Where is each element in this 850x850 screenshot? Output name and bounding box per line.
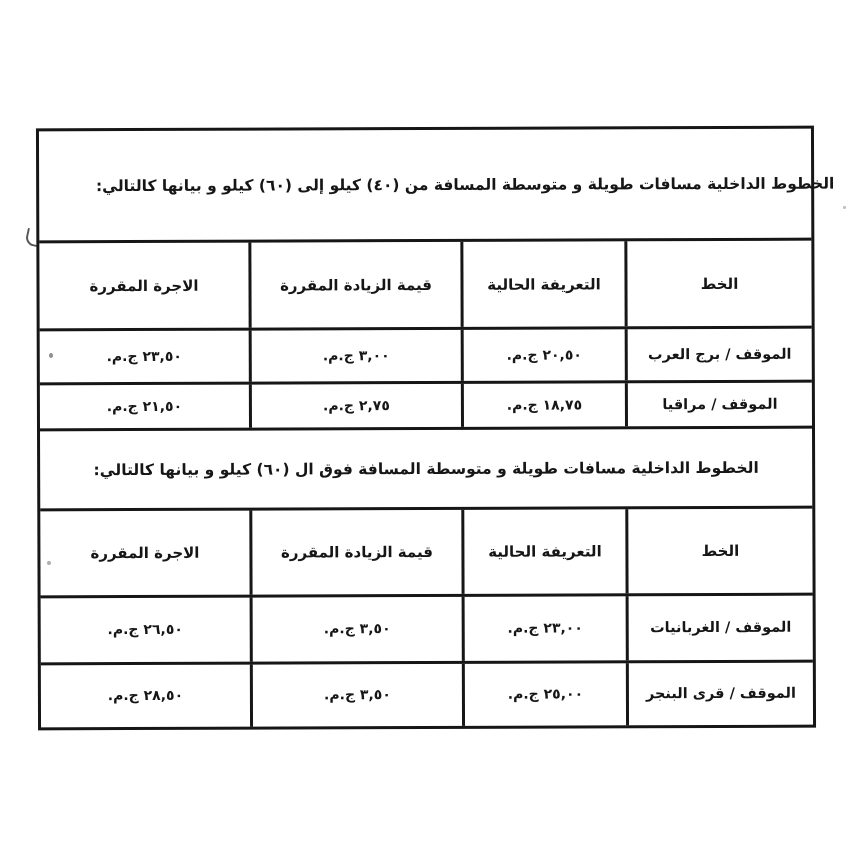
- fare-table-sheet: الخطوط الداخلية مسافات طويلة و متوسطة ال…: [35, 125, 834, 731]
- row-borg-el-arab: الموقف / برج العرب ٢٠,٥٠ ج.م. ٣,٠٠ ج.م. …: [39, 328, 812, 386]
- column-header-line: الخط: [624, 240, 812, 327]
- current-tariff-cell: ٢٥,٠٠ ج.م.: [461, 663, 627, 726]
- section-2-title: الخطوط الداخلية مسافات طويلة و متوسطة ال…: [93, 458, 759, 479]
- increase-value-cell: ٣,٥٠ ج.م.: [249, 596, 462, 662]
- current-tariff-cell: ١٨,٧٥ ج.م.: [460, 383, 625, 427]
- column-header-approved-fare: الاجرة المقررة: [89, 276, 199, 295]
- line-name-cell: الموقف / قرى البنجر: [625, 662, 814, 726]
- increase-value-cell: ٣,٠٠ ج.م.: [248, 329, 461, 382]
- section-1-title-band: الخطوط الداخلية مسافات طويلة و متوسطة ال…: [38, 128, 834, 244]
- row-qura-el-banagar: الموقف / قرى البنجر ٢٥,٠٠ ج.م. ٣,٥٠ ج.م.…: [41, 662, 814, 728]
- column-header-current-tariff: التعريفة الحالية: [461, 509, 626, 594]
- scan-artifact: [49, 353, 53, 358]
- column-header-increase-value: قيمة الزيادة المقررة: [248, 241, 461, 328]
- section-2-header-row: الخط التعريفة الحالية قيمة الزيادة المقر…: [40, 508, 813, 599]
- column-header-current-tariff: التعريفة الحالية: [460, 241, 625, 327]
- line-name-cell: الموقف / برج العرب: [624, 328, 812, 381]
- current-tariff-cell: ٢٠,٥٠ ج.م.: [460, 329, 625, 381]
- section-1-title: الخطوط الداخلية مسافات طويلة و متوسطة ال…: [95, 174, 835, 195]
- column-header-line: الخط: [625, 508, 813, 594]
- section-1-header-row: الخط التعريفة الحالية قيمة الزيادة المقر…: [39, 240, 812, 332]
- approved-fare-cell: ٢٣,٥٠ ج.م.: [106, 348, 182, 365]
- row-marakia: الموقف / مراقيا ١٨,٧٥ ج.م. ٢,٧٥ ج.م. ٢١,…: [39, 382, 813, 432]
- approved-fare-cell: ٢٨,٥٠ ج.م.: [107, 687, 184, 705]
- column-header-increase-value: قيمة الزيادة المقررة: [249, 509, 462, 595]
- row-gharbaniyat: الموقف / الغربانيات ٢٣,٠٠ ج.م. ٣,٥٠ ج.م.…: [40, 595, 813, 666]
- approved-fare-cell: ٢٦,٥٠ ج.م.: [107, 621, 183, 639]
- column-header-approved-fare: الاجرة المقررة: [90, 543, 200, 563]
- line-name-cell: الموقف / مراقيا: [624, 382, 812, 427]
- approved-fare-cell: ٢١,٥٠ ج.م.: [106, 398, 183, 415]
- increase-value-cell: ٣,٥٠ ج.م.: [249, 663, 463, 727]
- current-tariff-cell: ٢٣,٠٠ ج.م.: [461, 596, 626, 661]
- increase-value-cell: ٢,٧٥ ج.م.: [248, 383, 461, 428]
- scan-artifact: [47, 561, 51, 565]
- scan-artifact: [843, 206, 846, 209]
- section-2-title-band: الخطوط الداخلية مسافات طويلة و متوسطة ال…: [40, 428, 813, 512]
- line-name-cell: الموقف / الغربانيات: [625, 595, 813, 661]
